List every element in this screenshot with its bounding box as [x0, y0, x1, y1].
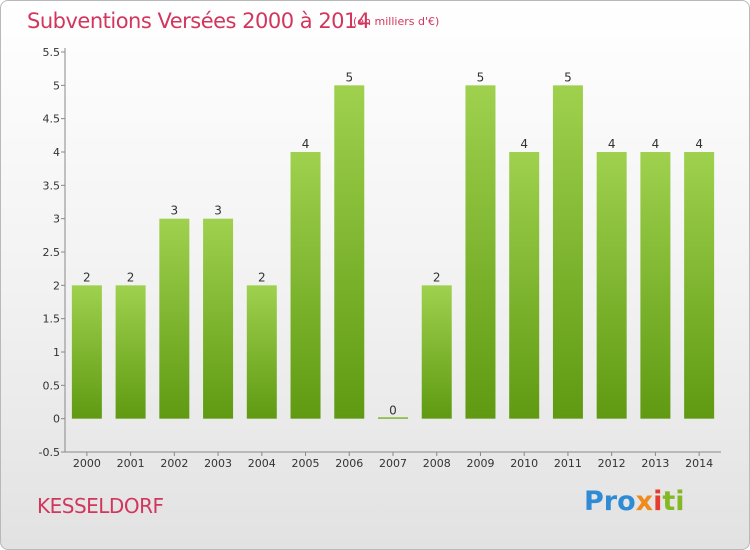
y-tick-label: 3 [53, 213, 60, 226]
bar-2011 [552, 85, 583, 419]
x-tick-label-2013: 2013 [641, 457, 669, 470]
y-tick-label: 1 [53, 346, 60, 359]
bar-2013 [640, 152, 671, 419]
chart-title: Subventions Versées 2000 à 2014 [27, 9, 370, 33]
bar-value-label-2013: 4 [652, 137, 660, 151]
x-tick-label-2006: 2006 [335, 457, 363, 470]
bar-value-label-2003: 3 [214, 204, 222, 218]
x-tick-label-2007: 2007 [379, 457, 407, 470]
bar-value-label-2009: 5 [477, 70, 485, 84]
x-tick-label-2014: 2014 [685, 457, 713, 470]
logo-part-3: i [653, 486, 663, 517]
unit-label: (en milliers d'€) [353, 15, 440, 28]
y-tick-label: 5 [53, 79, 60, 92]
bar-2007 [378, 417, 408, 419]
bar-value-label-2012: 4 [608, 137, 616, 151]
logo-part-4: ti [662, 486, 685, 517]
x-tick-label-2000: 2000 [73, 457, 101, 470]
y-tick-label: 0.5 [43, 379, 61, 392]
y-tick-label: 2 [53, 279, 60, 292]
bar-2004 [246, 285, 277, 419]
y-tick-label: 0 [53, 413, 60, 426]
x-tick-label-2012: 2012 [598, 457, 626, 470]
bar-2005 [290, 152, 321, 419]
y-tick-label: -0.5 [39, 446, 60, 459]
bar-2014 [684, 152, 715, 419]
bar-2012 [596, 152, 627, 419]
chart-axes: -0.5 0 0.5 1 1.5 2 2.5 3 3.5 4 4.5 5 5.5 2000 2001 2002… [39, 46, 721, 470]
bar-2008 [421, 285, 452, 419]
bar-value-label-2011: 5 [564, 70, 572, 84]
bar-value-label-2001: 2 [127, 270, 135, 284]
x-tick-label-2009: 2009 [466, 457, 494, 470]
x-tick-label-2005: 2005 [292, 457, 320, 470]
y-tick-label: 5.5 [43, 46, 61, 59]
x-tick-label-2002: 2002 [160, 457, 188, 470]
bar-value-label-2006: 5 [345, 70, 353, 84]
x-tick-label-2011: 2011 [554, 457, 582, 470]
bar-2010 [509, 152, 540, 419]
y-tick-label: 4.5 [43, 113, 61, 126]
bar-2009 [465, 85, 496, 419]
bar-2006 [334, 85, 365, 419]
bar-2001 [115, 285, 146, 419]
bar-value-label-2002: 3 [171, 204, 179, 218]
y-tick-label: 4 [53, 146, 60, 159]
bar-2000 [71, 285, 102, 419]
bar-value-label-2004: 2 [258, 270, 266, 284]
x-tick-label-2004: 2004 [248, 457, 276, 470]
bar-2002 [159, 218, 190, 419]
chart-bars [71, 85, 715, 419]
x-tick-label-2010: 2010 [510, 457, 538, 470]
chart-labels: 2 2 3 3 2 4 5 0 2 5 4 5 4 4 4 [83, 70, 703, 417]
x-tick-label-2008: 2008 [423, 457, 451, 470]
proxiti-logo: Proxiti [584, 486, 685, 517]
bar-value-label-2014: 4 [695, 137, 703, 151]
bar-value-label-2010: 4 [520, 137, 528, 151]
y-tick-label: 1.5 [43, 313, 61, 326]
logo-part-2: x [635, 486, 654, 517]
x-tick-label-2003: 2003 [204, 457, 232, 470]
x-tick-label-2001: 2001 [117, 457, 145, 470]
y-tick-label: 3.5 [43, 179, 61, 192]
bar-value-label-2000: 2 [83, 270, 91, 284]
logo-part-1: Pro [584, 486, 636, 517]
bar-2003 [203, 218, 234, 419]
bar-value-label-2005: 4 [302, 137, 310, 151]
bar-value-label-2007: 0 [389, 404, 397, 418]
bar-value-label-2008: 2 [433, 270, 441, 284]
y-tick-label: 2.5 [43, 246, 61, 259]
place-name: KESSELDORF [37, 494, 164, 518]
